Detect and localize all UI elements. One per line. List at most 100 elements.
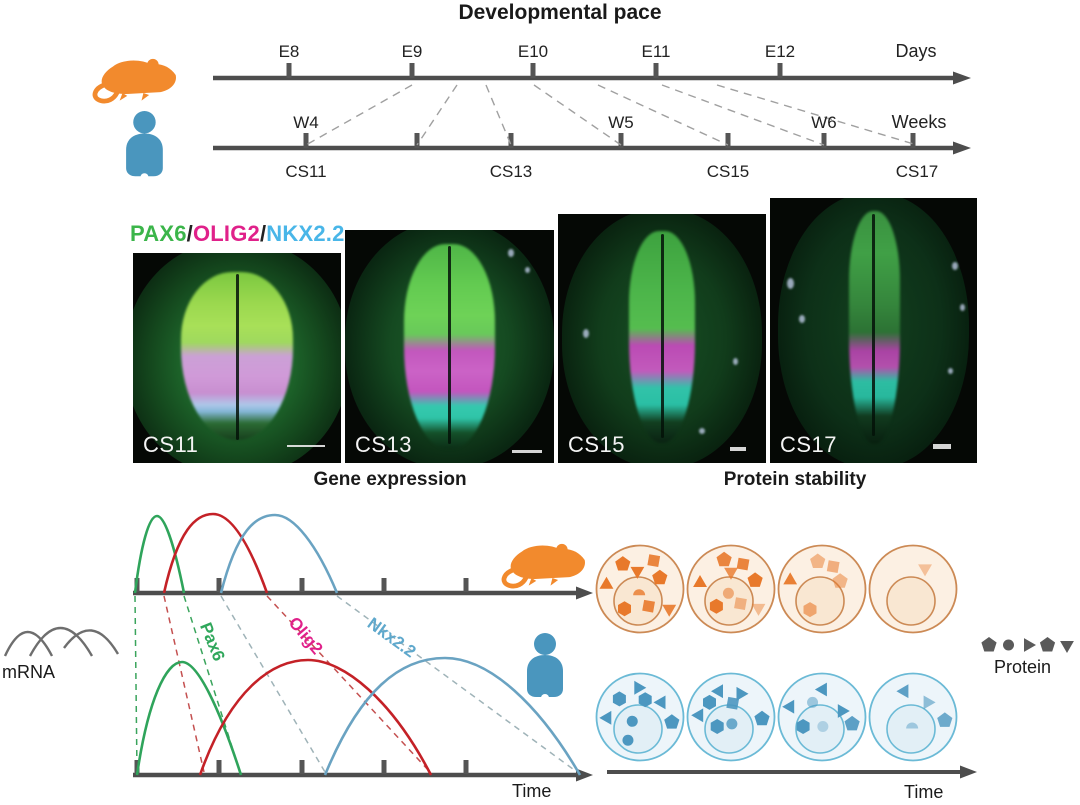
protein-shape-sq — [726, 696, 740, 710]
protein-shape-hex — [803, 602, 817, 618]
mrna-label: mRNA — [2, 662, 55, 682]
stage-mapping-dashes — [305, 84, 918, 146]
protein-shape-pent — [832, 573, 848, 588]
protein-shape-tr — [736, 686, 749, 701]
protein-shape-sq — [642, 599, 655, 613]
protein-shape-hex — [638, 692, 652, 708]
mrna-squiggle-icon — [3, 627, 120, 657]
caption-protein-stability: Protein stability — [723, 469, 867, 490]
cell-nucleus — [613, 704, 663, 754]
human-olig2-curve — [198, 658, 433, 776]
day-tick-label-e9: E9 — [401, 42, 423, 61]
human-expression-curves — [135, 656, 582, 776]
week-axis — [213, 133, 971, 155]
protein-shape-tl — [896, 684, 909, 699]
protein-shape-tl — [691, 708, 704, 723]
panel-label: CS13 — [355, 432, 413, 457]
pax6-marker-label: PAX6 — [130, 221, 187, 246]
stage-label-cs13: CS13 — [489, 162, 533, 181]
protein-shape-tl — [782, 699, 795, 714]
protein-shape-pent — [615, 556, 631, 571]
protein-shape-tu — [599, 576, 614, 589]
day-tick-label-e11: E11 — [641, 42, 671, 61]
scale-bar — [730, 447, 746, 451]
expression-mapping-dashes — [134, 595, 578, 773]
day-tick-label-e10: E10 — [517, 42, 549, 61]
protein-shape-cir — [626, 715, 638, 727]
protein-shape-tu — [693, 575, 707, 587]
protein-shape-tu — [783, 572, 798, 585]
human-cell-3 — [777, 672, 867, 762]
central-canal — [872, 213, 875, 437]
protein-shape-tr — [634, 680, 647, 695]
protein-shape-tr — [923, 695, 936, 710]
protein-shape-hex — [710, 719, 724, 734]
mouse-cell-1 — [595, 544, 685, 634]
micro-panel-cs17: CS17 — [770, 198, 977, 463]
week-axis-arrowhead — [953, 141, 971, 155]
protein-shape-cir — [1003, 639, 1014, 651]
mouse-pax6-curve — [133, 514, 186, 594]
human-nkx22-curve — [323, 656, 582, 776]
protein-label: Protein — [994, 657, 1052, 677]
protein-legend-shapes — [981, 637, 1074, 653]
mouse-cell-3 — [777, 544, 867, 634]
time-label-expression: Time — [512, 781, 552, 801]
day-axis — [213, 63, 971, 85]
mouse-nkx22-curve — [219, 513, 339, 594]
central-canal — [448, 246, 451, 445]
mouse-cell-2 — [686, 544, 776, 634]
week-axis-label: Weeks — [891, 112, 947, 132]
nkx22-marker-label: NKX2.2 — [266, 221, 345, 246]
caption-gene-expression: Gene expression — [313, 469, 467, 490]
protein-shape-sq — [736, 557, 750, 571]
protein-time-axis — [607, 765, 977, 779]
protein-shape-sq — [826, 560, 840, 574]
central-canal — [660, 233, 664, 439]
protein-shape-tl — [711, 684, 723, 699]
micro-panel-cs13: CS13 — [345, 230, 554, 463]
human-cell-1 — [595, 672, 685, 762]
cell-nucleus — [613, 576, 663, 626]
protein-shape-td — [751, 603, 766, 616]
mouse-expression-curves — [133, 512, 339, 594]
protein-shape-pent — [747, 572, 763, 587]
protein-shape-tl — [599, 710, 612, 725]
olig2-marker-label: OLIG2 — [192, 221, 260, 246]
mouse-olig2-curve — [162, 512, 269, 594]
panel-label: CS17 — [780, 432, 838, 457]
protein-shape-td — [1060, 641, 1074, 653]
protein-shape-cir — [807, 696, 819, 708]
protein-shape-half — [906, 722, 919, 729]
protein-shape-pent — [754, 710, 770, 726]
panel-label: CS11 — [143, 432, 199, 457]
protein-shape-td — [918, 564, 932, 577]
protein-shape-td — [724, 567, 738, 580]
cell-nucleus — [886, 576, 936, 626]
protein-shape-sq — [734, 597, 747, 610]
human-cell-4 — [868, 672, 958, 762]
day-tick-label-e8: E8 — [278, 42, 300, 61]
protein-shape-td — [662, 604, 677, 617]
marker-separator: / — [259, 221, 267, 246]
marker-legend: PAX6/OLIG2/NKX2.2 — [130, 221, 345, 247]
stage-label-cs17: CS17 — [895, 162, 939, 181]
protein-shape-pent — [652, 569, 668, 585]
protein-shape-hex — [796, 719, 810, 734]
stage-label-cs11: CS11 — [285, 162, 327, 181]
central-canal — [235, 274, 239, 440]
panel-label: CS15 — [568, 432, 626, 457]
protein-shape-cir — [726, 718, 738, 730]
protein-shape-pent — [937, 712, 953, 727]
protein-shape-cir — [817, 720, 829, 732]
protein-shape-tr — [1024, 638, 1036, 652]
week-tick-label-w6: W6 — [811, 113, 837, 132]
protein-shape-cir — [722, 587, 734, 599]
scale-bar — [287, 444, 325, 447]
protein-shape-pent — [844, 715, 860, 731]
protein-shape-pent — [1039, 637, 1056, 652]
protein-shape-hex — [618, 601, 631, 617]
